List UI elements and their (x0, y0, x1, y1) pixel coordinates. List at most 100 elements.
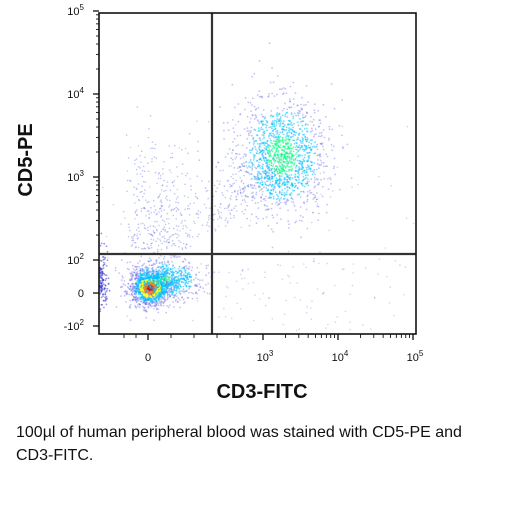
event-dot (134, 285, 137, 288)
event-dot (302, 170, 304, 173)
event-dot (177, 275, 180, 278)
event-dot (225, 295, 227, 298)
event-dot (168, 263, 171, 266)
event-dot (139, 269, 142, 272)
plot-frame (98, 12, 417, 335)
event-dot (244, 108, 246, 111)
event-dot (205, 207, 208, 209)
event-dot (150, 290, 153, 292)
event-dot (120, 295, 122, 297)
event-dot (166, 281, 169, 284)
event-dot (197, 278, 200, 281)
event-dot (294, 209, 297, 212)
event-dot (242, 188, 244, 190)
event-dot (303, 203, 306, 205)
event-dot (151, 299, 154, 302)
event-dot (250, 134, 253, 137)
event-dot (129, 261, 132, 263)
event-dot (163, 296, 166, 298)
event-dot (234, 106, 236, 109)
event-dot (175, 201, 177, 203)
event-dot (144, 302, 147, 305)
event-dot (287, 138, 290, 140)
event-dot (167, 261, 170, 264)
event-dot (273, 121, 275, 124)
event-dot (269, 154, 272, 156)
event-dot (166, 239, 169, 241)
event-dot (266, 120, 269, 123)
event-dot (240, 180, 243, 183)
event-dot (145, 310, 148, 313)
event-dot (260, 179, 263, 182)
event-dot (265, 184, 268, 187)
event-dot (173, 193, 176, 195)
event-dot (143, 242, 145, 244)
event-dot (316, 183, 319, 186)
event-dot (264, 271, 266, 274)
event-dot (140, 207, 143, 210)
event-dot (149, 280, 152, 283)
event-dot (277, 75, 279, 77)
event-dot (313, 145, 315, 148)
event-dot (296, 282, 298, 284)
event-dot (249, 149, 251, 152)
x-axis-ticks: 0 103 104 105 (123, 334, 424, 364)
event-dot (295, 165, 298, 168)
event-dot (272, 195, 275, 198)
event-dot (157, 302, 159, 305)
event-dot (238, 165, 241, 168)
event-dot (140, 297, 142, 300)
event-dot (122, 276, 124, 279)
event-dot (140, 150, 143, 152)
event-dot (173, 207, 176, 210)
event-dot (311, 300, 313, 302)
event-dot (138, 298, 141, 300)
event-dot (301, 162, 304, 165)
event-dot (163, 240, 166, 243)
event-dot (186, 207, 189, 210)
event-dot (173, 243, 176, 245)
event-dot (99, 292, 102, 295)
event-dot (136, 287, 138, 290)
event-dot (330, 182, 332, 185)
event-dot (289, 85, 292, 88)
event-dot (315, 168, 318, 171)
event-dot (145, 291, 148, 294)
event-dot (148, 260, 151, 263)
event-dot (243, 213, 245, 215)
event-dot (131, 287, 134, 290)
event-dot (130, 293, 133, 295)
event-dot (100, 277, 103, 280)
event-dot (146, 301, 148, 304)
event-dot (236, 167, 239, 169)
event-dot (171, 281, 174, 284)
event-dot (132, 285, 135, 287)
event-dot (180, 285, 183, 288)
event-dot (283, 156, 286, 159)
event-dot (148, 302, 151, 304)
event-dot (230, 185, 233, 187)
event-dot (277, 122, 280, 125)
event-dot (166, 269, 169, 271)
event-dot (161, 236, 163, 238)
event-dot (289, 193, 292, 196)
event-dot (248, 134, 250, 137)
event-dot (156, 301, 159, 304)
event-dot (357, 155, 360, 158)
event-dot (145, 309, 147, 312)
event-dot (299, 299, 302, 301)
event-dot (132, 282, 135, 285)
event-dot (173, 185, 175, 187)
event-dot (228, 204, 230, 207)
event-dot (304, 138, 307, 141)
event-dot (261, 134, 264, 136)
event-dot (155, 302, 158, 304)
event-dot (197, 210, 200, 212)
event-dot (283, 182, 285, 184)
event-dot (388, 302, 391, 304)
event-dot (285, 128, 288, 131)
event-dot (322, 145, 324, 148)
event-dot (290, 201, 293, 203)
event-dot (160, 266, 162, 268)
event-dot (306, 200, 308, 203)
